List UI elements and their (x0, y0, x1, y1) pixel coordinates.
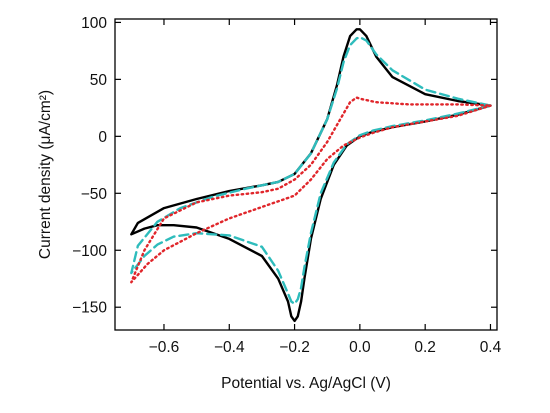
y-tick-label: −100 (72, 243, 107, 260)
x-tick-label: 0.2 (414, 339, 436, 356)
x-tick-label: 0.0 (349, 339, 371, 356)
series-line-solid (130, 28, 492, 323)
y-tick-label: 50 (90, 72, 108, 89)
plot-frame (114, 18, 498, 331)
x-tick-label: −0.6 (149, 339, 180, 356)
series-layer (130, 28, 492, 323)
y-axis-title: Current density (μA/cm²) (37, 90, 54, 259)
tick-layer: −0.6 −0.4 −0.2 0.0 0.2 0.4 −150 −100 −50 0 50 100 (72, 15, 502, 356)
y-tick-label: −50 (81, 186, 108, 203)
y-tick-label: −150 (72, 300, 107, 317)
x-axis-title: Potential vs. Ag/AgCl (V) (221, 375, 391, 392)
x-tick-label: −0.4 (214, 339, 245, 356)
x-tick-label: −0.2 (279, 339, 310, 356)
y-tick-label: 0 (98, 129, 107, 146)
series-line-dashed (130, 36, 492, 305)
y-tick-label: 100 (81, 15, 107, 32)
x-tick-label: 0.4 (480, 339, 502, 356)
series-line-dotted (130, 96, 492, 284)
